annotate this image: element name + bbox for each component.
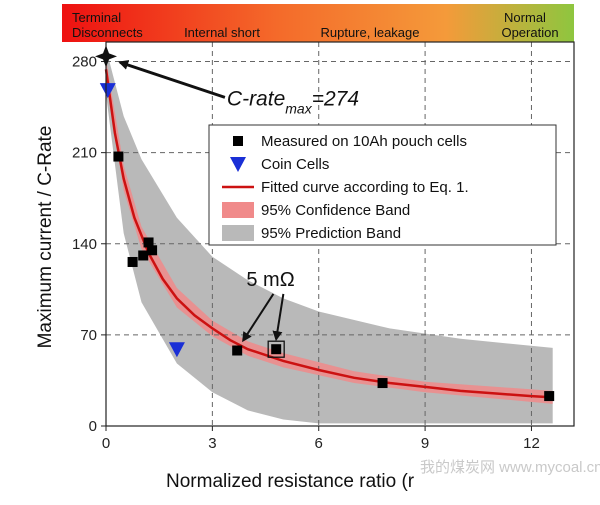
- fitted-curve: [104, 69, 553, 399]
- legend-swatch-triangle: [230, 157, 246, 172]
- annotation-arrow: [242, 293, 275, 343]
- coin-cell-point: [168, 342, 185, 358]
- pouch-cell-point: [377, 378, 388, 389]
- pouch-cell-point: [271, 344, 282, 355]
- pouch-cell-point: [544, 391, 555, 402]
- pouch-cell-point: [143, 237, 154, 248]
- pouch-cell-point: [147, 245, 158, 256]
- band-label: Disconnects: [72, 25, 143, 40]
- legend-box: [208, 124, 557, 246]
- band-label: Internal short: [184, 25, 260, 40]
- legend-label: Measured on 10Ah pouch cells: [261, 133, 467, 150]
- x-tick-label: 12: [523, 435, 540, 452]
- highlight-box: [267, 340, 285, 358]
- band-label: Normal: [504, 10, 546, 25]
- resistance-annotation: 5 mΩ: [246, 269, 294, 291]
- band-label: Operation: [501, 25, 558, 40]
- y-tick-label: 0: [89, 418, 97, 435]
- pouch-cell-point: [127, 256, 138, 267]
- y-tick-label: 140: [72, 236, 97, 253]
- annotation-arrow: [272, 293, 285, 342]
- plot-frame: [105, 41, 575, 427]
- legend-swatch-square: [233, 136, 243, 146]
- legend-label: 95% Confidence Band: [261, 202, 410, 219]
- band-label: Terminal: [72, 10, 121, 25]
- severity-band: [62, 4, 574, 42]
- legend-label: Fitted curve according to Eq. 1.: [261, 179, 469, 196]
- y-tick-label: 210: [72, 145, 97, 162]
- max-point-star: [95, 45, 117, 68]
- pouch-cell-point: [113, 151, 124, 162]
- y-tick-label: 70: [80, 327, 97, 344]
- annotation-arrow: [118, 60, 226, 99]
- legend-swatch-band: [222, 202, 254, 218]
- y-tick-label: 280: [72, 54, 97, 71]
- legend-label: Coin Cells: [261, 156, 329, 173]
- x-tick-label: 0: [102, 435, 110, 452]
- watermark: 我的煤炭网 www.mycoal.cn: [420, 459, 600, 476]
- x-tick-label: 9: [421, 435, 429, 452]
- legend: Measured on 10Ah pouch cells Coin Cells Fi…: [208, 124, 557, 246]
- pouch-cell-point: [232, 345, 243, 356]
- y-axis-title: Maximum current / C-Rate: [35, 126, 56, 349]
- x-axis-title: Normalized resistance ratio (r: [166, 471, 415, 492]
- band-label: Rupture, leakage: [320, 25, 419, 40]
- pouch-cell-point: [138, 250, 149, 261]
- x-tick-label: 3: [208, 435, 216, 452]
- legend-label: 95% Prediction Band: [261, 225, 401, 242]
- coin-cell-point: [99, 83, 116, 99]
- legend-swatch-band: [222, 225, 254, 241]
- c-rate-max-annotation: C-ratemax=274: [227, 87, 359, 116]
- x-tick-label: 6: [315, 435, 323, 452]
